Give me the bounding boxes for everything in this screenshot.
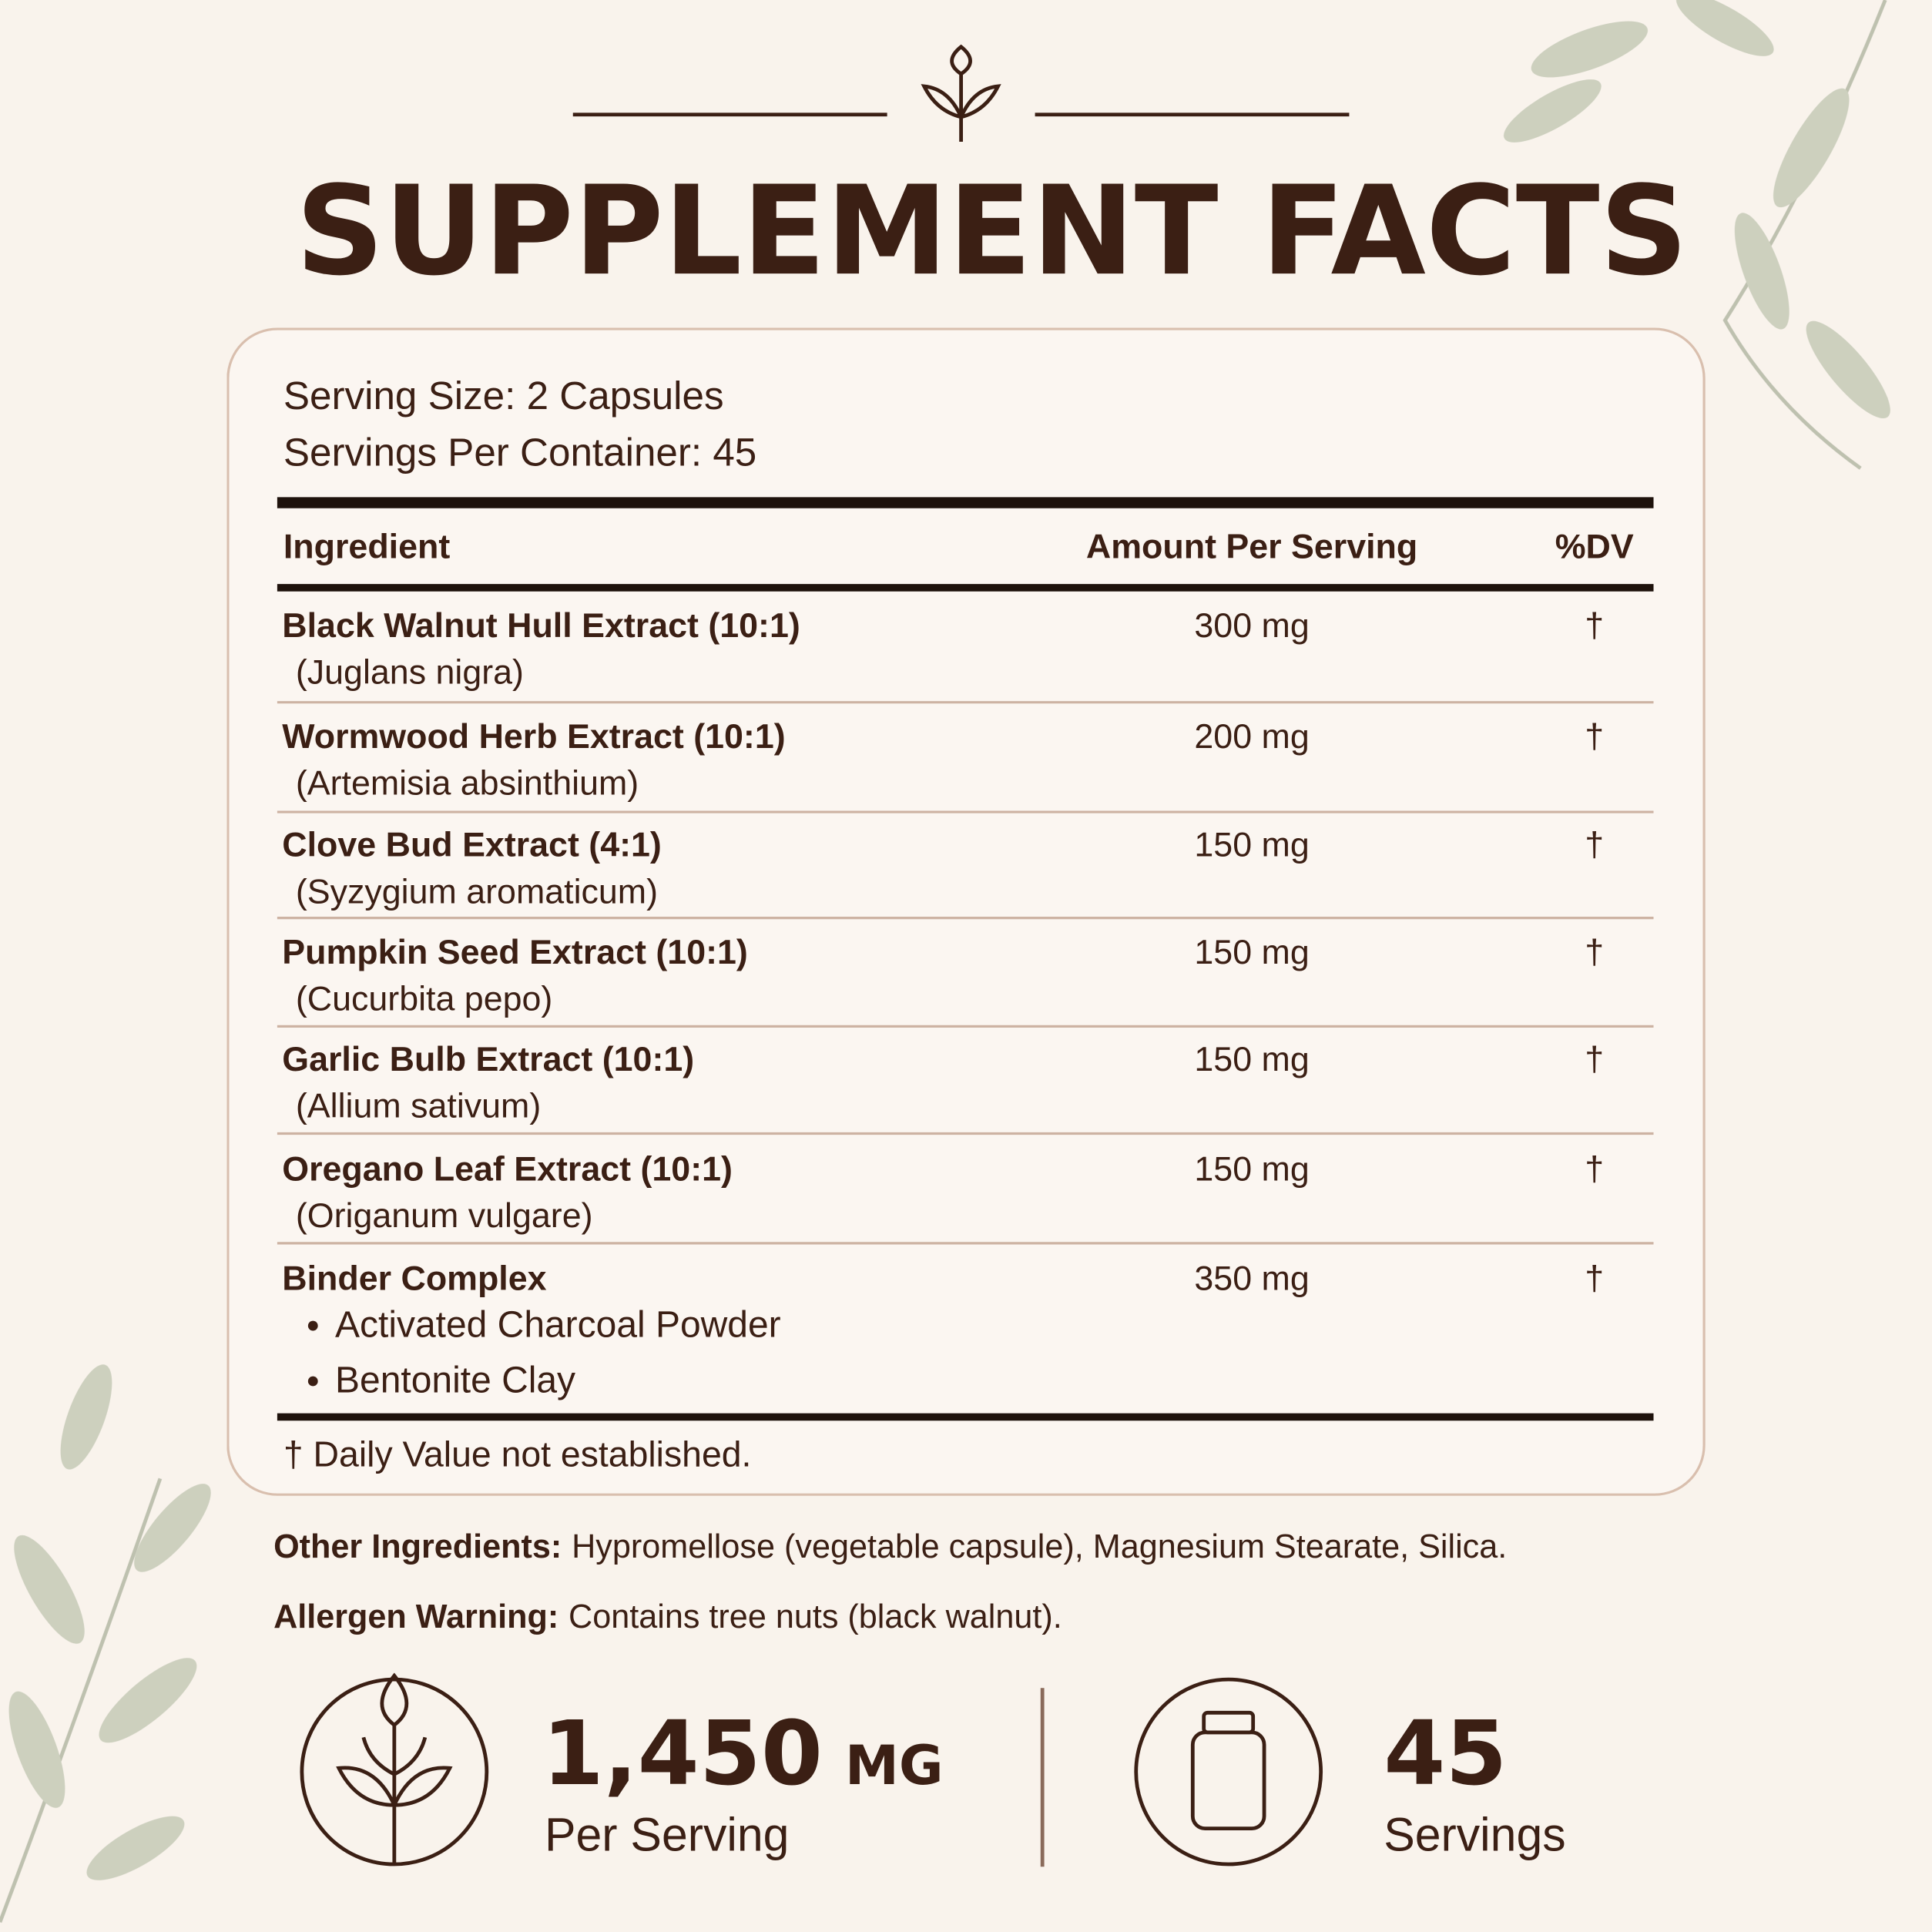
amount: 150 mg — [1194, 1149, 1309, 1188]
unit: MG — [845, 1734, 944, 1797]
label: Allergen Warning: — [273, 1598, 558, 1635]
ingredient-detail: (Cucurbita pepo) — [296, 980, 552, 1018]
other-ingredients: Other Ingredients: Hypromellose (vegetabl… — [273, 1528, 1507, 1565]
text: Hypromellose (vegetable capsule), Magnes… — [572, 1528, 1507, 1565]
ingredient-name: Black Walnut Hull Extract (10:1) — [282, 606, 800, 645]
amount: 300 mg — [1194, 606, 1309, 645]
column-header: Ingredient — [283, 528, 450, 566]
stat-value: 1,450 MG — [542, 1702, 944, 1806]
header-ornament — [572, 44, 1350, 142]
facts-card — [226, 327, 1706, 1496]
ingredient-detail: (Artemisia absinthium) — [296, 764, 639, 803]
amount: 200 mg — [1194, 717, 1309, 756]
sub-ingredient: Bentonite Clay — [335, 1360, 575, 1400]
ingredient-name: Binder Complex — [282, 1259, 546, 1298]
column-header: %DV — [1555, 528, 1634, 566]
leaf-decoration — [0, 0, 1890, 1924]
stat-label: Servings — [1384, 1808, 1565, 1860]
column-header: Amount Per Serving — [1086, 528, 1417, 566]
daily-value: † — [1585, 1259, 1604, 1298]
servings-per-container: Servings Per Container: 45 — [283, 431, 756, 475]
ingredient-name: Clove Bud Extract (4:1) — [282, 826, 662, 864]
amount: 350 mg — [1194, 1259, 1309, 1298]
title: SUPPLEMENT FACTS — [296, 159, 1688, 303]
amount: 150 mg — [1194, 826, 1309, 864]
stat-icons — [300, 1672, 1323, 1867]
value: 1,450 — [542, 1702, 823, 1806]
sub-ingredient: Activated Charcoal Powder — [335, 1304, 781, 1345]
bullet — [307, 1320, 318, 1331]
daily-value: † — [1585, 1040, 1604, 1078]
serving-size: Serving Size: 2 Capsules — [283, 374, 724, 418]
amount: 150 mg — [1194, 933, 1309, 971]
footnote: † Daily Value not established. — [283, 1434, 752, 1474]
ingredient-detail: (Syzygium aromaticum) — [296, 872, 658, 911]
daily-value: † — [1585, 826, 1604, 864]
ingredient-name: Pumpkin Seed Extract (10:1) — [282, 933, 748, 971]
stat-label: Per Serving — [545, 1808, 789, 1860]
label: Other Ingredients: — [273, 1528, 562, 1565]
amount: 150 mg — [1194, 1040, 1309, 1078]
daily-value: † — [1585, 717, 1604, 756]
daily-value: † — [1585, 1149, 1604, 1188]
text: Contains tree nuts (black walnut). — [569, 1598, 1062, 1635]
table-rows: Black Walnut Hull Extract (10:1) 300 mg † (… — [277, 606, 1654, 1400]
ingredient-name: Wormwood Herb Extract (10:1) — [282, 717, 785, 756]
ingredient-detail: (Allium sativum) — [296, 1087, 541, 1125]
daily-value: † — [1585, 933, 1604, 971]
ingredient-name: Garlic Bulb Extract (10:1) — [282, 1040, 694, 1078]
stat-value: 45 — [1384, 1702, 1507, 1806]
ingredient-detail: (Juglans nigra) — [296, 653, 524, 692]
ingredient-name: Oregano Leaf Extract (10:1) — [282, 1149, 733, 1188]
daily-value: † — [1585, 606, 1604, 645]
bullet — [307, 1376, 318, 1387]
allergen-warning: Allergen Warning: Contains tree nuts (bla… — [273, 1598, 1062, 1635]
ingredient-detail: (Origanum vulgare) — [296, 1196, 593, 1235]
